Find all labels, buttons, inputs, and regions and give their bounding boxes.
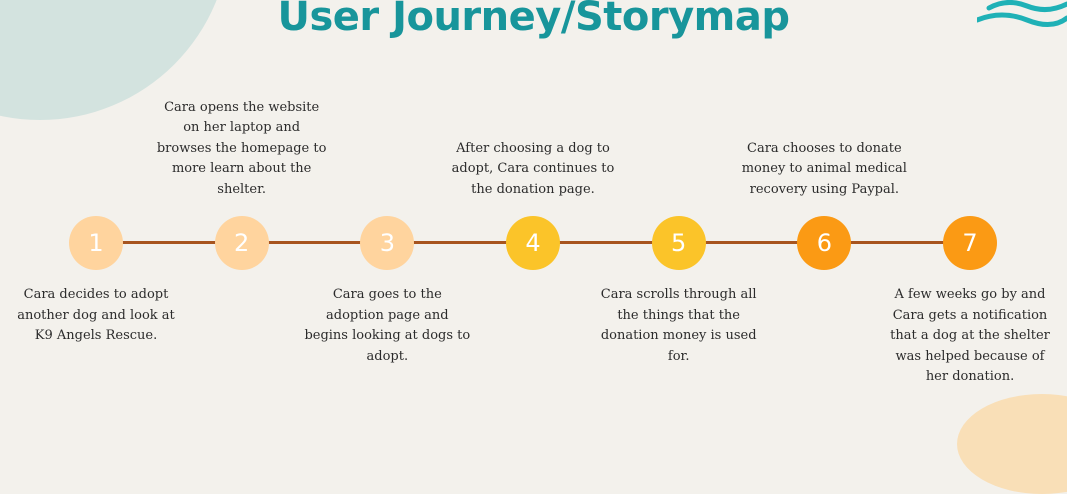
- step-3-circle: 3: [360, 216, 415, 270]
- step-5-description: Cara scrolls through all the things that…: [600, 287, 757, 364]
- step-1-circle: 1: [69, 216, 123, 270]
- step-3-description: Cara goes to the adoption page and begin…: [304, 287, 471, 364]
- waves-icon: [977, 0, 1067, 27]
- step-2-description: Cara opens the website on her laptop and…: [156, 99, 327, 197]
- step-7-description: A few weeks go by and Cara gets a notifi…: [890, 287, 1050, 384]
- step-6-circle: 6: [797, 216, 852, 270]
- page-title: User Journey/Storymap: [277, 0, 790, 40]
- step-1-description: Cara decides to adopt another dog and lo…: [17, 287, 175, 343]
- decorative-blob-bottom-right: [957, 394, 1067, 494]
- step-7-circle: 7: [943, 216, 998, 270]
- step-2-circle: 2: [214, 216, 269, 270]
- step-5-circle: 5: [651, 216, 706, 270]
- step-6-description: Cara chooses to donate money to animal m…: [741, 140, 907, 197]
- step-4-description: After choosing a dog to adopt, Cara cont…: [451, 140, 615, 197]
- step-4-circle: 4: [506, 216, 560, 270]
